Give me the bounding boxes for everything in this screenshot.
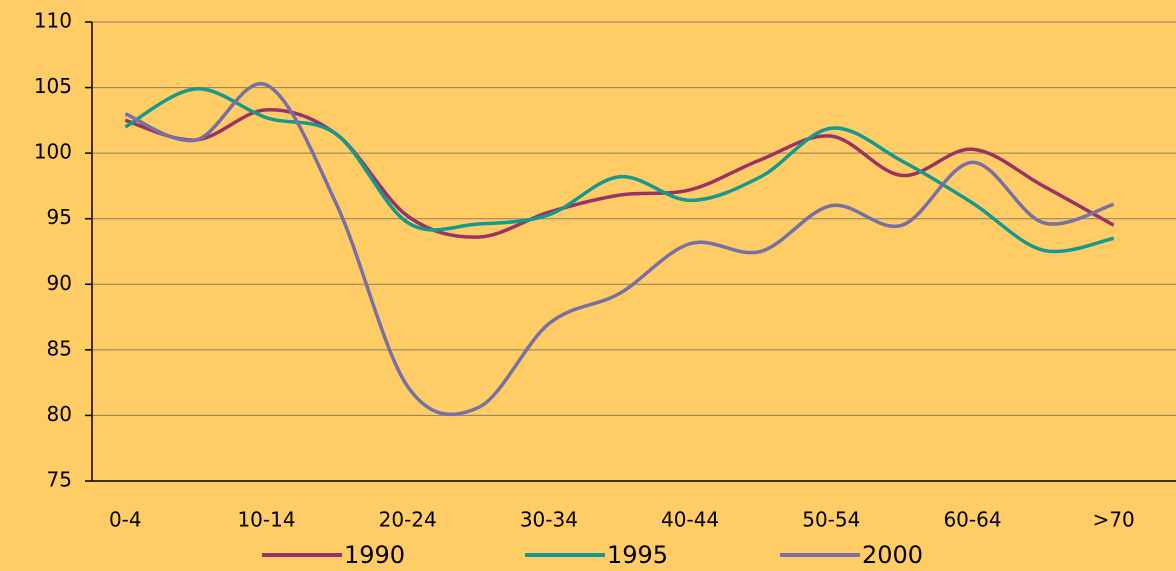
y-tick-label: 75 xyxy=(47,468,72,492)
y-tick-label: 80 xyxy=(47,402,72,426)
x-tick-label: 10-14 xyxy=(237,508,295,532)
series-line xyxy=(124,87,1115,254)
series-line xyxy=(124,108,1115,239)
y-tick-label: 110 xyxy=(34,9,72,33)
y-tick-label: 90 xyxy=(47,271,72,295)
legend-label: 1995 xyxy=(607,541,668,569)
x-tick-label: 20-24 xyxy=(379,508,437,532)
legend-label: 1990 xyxy=(344,541,405,569)
x-tick-label: 0-4 xyxy=(109,508,142,532)
legend-label: 2000 xyxy=(862,541,923,569)
y-tick-label: 100 xyxy=(34,140,72,164)
x-tick-label: 30-34 xyxy=(520,508,578,532)
x-tick-label: 60-64 xyxy=(943,508,1001,532)
y-tick-label: 85 xyxy=(47,336,72,360)
series-line xyxy=(124,81,1115,417)
y-tick-label: 95 xyxy=(47,205,72,229)
x-tick-label: 50-54 xyxy=(802,508,860,532)
x-tick-label: >70 xyxy=(1093,508,1135,532)
y-tick-label: 105 xyxy=(34,74,72,98)
x-tick-label: 40-44 xyxy=(661,508,719,532)
